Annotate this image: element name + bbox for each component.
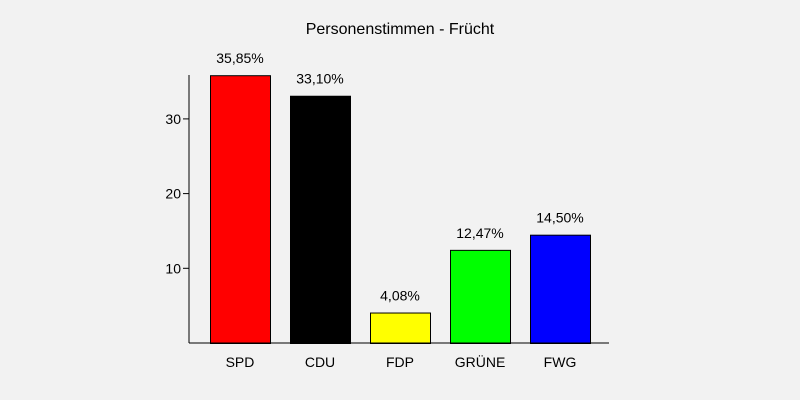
- data-label: 35,85%: [216, 50, 263, 66]
- bar-fdp: [370, 312, 431, 344]
- bar-fwg: [530, 234, 591, 344]
- x-tick-label: FDP: [386, 354, 414, 370]
- bar-spd: [210, 75, 271, 344]
- bar-grüne: [450, 249, 511, 345]
- chart-title: Personenstimmen - Frücht: [306, 21, 495, 38]
- data-label: 14,50%: [536, 210, 583, 226]
- data-label: 12,47%: [456, 225, 503, 241]
- x-tick-label: SPD: [226, 354, 255, 370]
- x-axis: SPD CDU FDP GRÜNE FWG: [189, 342, 609, 370]
- x-tick-label: CDU: [305, 354, 335, 370]
- y-tick-label: 20: [165, 186, 181, 202]
- x-tick-label: FWG: [544, 354, 577, 370]
- data-label: 4,08%: [380, 288, 420, 304]
- bars: 35,85% 33,10% 4,08% 12,47% 14,50%: [210, 50, 591, 345]
- bar-cdu: [290, 95, 351, 344]
- data-label: 33,10%: [296, 71, 343, 87]
- y-tick-label: 30: [165, 111, 181, 127]
- y-axis: 10 20 30: [165, 75, 190, 343]
- y-tick-label: 10: [165, 260, 181, 276]
- x-tick-label: GRÜNE: [455, 353, 506, 370]
